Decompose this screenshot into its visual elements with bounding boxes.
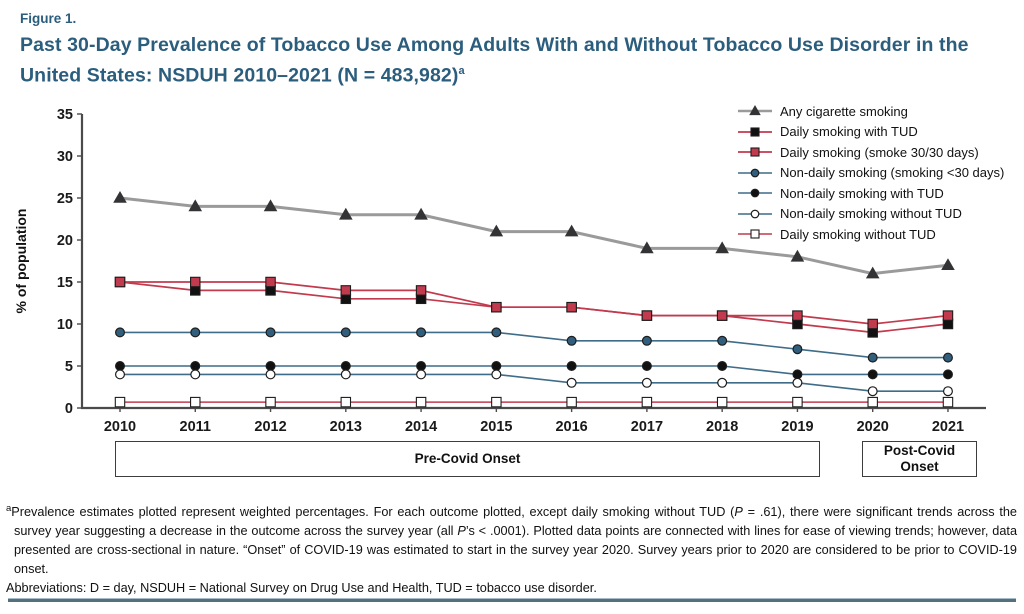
chart-legend: Any cigarette smoking Daily smoking with … xyxy=(737,101,1022,245)
abbreviations-line: Abbreviations: D = day, NSDUH = National… xyxy=(6,581,597,596)
figure-title: Past 30-Day Prevalence of Tobacco Use Am… xyxy=(20,33,1020,89)
legend-label: Non-daily smoking without TUD xyxy=(780,206,962,222)
x-tick-label: 2019 xyxy=(781,419,813,435)
legend-label: Daily smoking with TUD xyxy=(780,124,918,140)
legend-item: Non-daily smoking without TUD xyxy=(737,204,1022,225)
series-line-non-daily-smoking-with-tud xyxy=(120,365,948,376)
legend-item: Any cigarette smoking xyxy=(737,101,1022,122)
series-markers-daily-smoking-30-30 xyxy=(114,276,954,330)
x-tick-label: 2015 xyxy=(480,419,512,435)
footnote-paragraph: aPrevalence estimates plotted represent … xyxy=(6,499,1017,579)
x-tick-label: 2017 xyxy=(631,419,663,435)
legend-label: Daily smoking (smoke 30/30 days) xyxy=(780,144,979,160)
pre-covid-onset-box: Pre-Covid Onset xyxy=(115,441,820,477)
x-tick-label: 2013 xyxy=(330,419,362,435)
legend-item: Non-daily smoking with TUD xyxy=(737,183,1022,204)
footnote-marker: a xyxy=(6,503,12,514)
legend-label: Daily smoking without TUD xyxy=(780,226,936,242)
circle-marker-icon xyxy=(738,209,772,219)
legend-item: Non-daily smoking (smoking <30 days) xyxy=(737,163,1022,184)
y-tick-label: 15 xyxy=(57,275,73,291)
pre-covid-onset-label: Pre-Covid Onset xyxy=(414,451,521,466)
legend-label: Any cigarette smoking xyxy=(780,103,908,119)
series-markers-non-daily-smoking-lt30 xyxy=(114,327,953,363)
prevalence-line-chart: 0 5 10 15 20 25 30 35 2010 2011 2012 2013 2014 2015 20… xyxy=(57,107,986,435)
chart-area: 0 5 10 15 20 25 30 35 2010 2011 2012 2013 2014 2015 20… xyxy=(0,100,1024,445)
series-line-non-daily-smoking-without-tud xyxy=(120,373,948,393)
footnotes: aPrevalence estimates plotted represent … xyxy=(6,499,1017,598)
y-tick-label: 10 xyxy=(57,317,73,333)
series-line-daily-smoking-30-30 xyxy=(120,281,949,325)
x-tick-label: 2021 xyxy=(932,419,964,435)
footnote-text: Prevalence estimates plotted represent w… xyxy=(11,505,1017,577)
circle-marker-icon xyxy=(738,168,772,178)
post-covid-onset-label: Post-Covid Onset xyxy=(883,443,956,474)
legend-item: Daily smoking with TUD xyxy=(737,122,1022,143)
x-tick-label: 2012 xyxy=(254,419,286,435)
square-marker-icon xyxy=(738,229,772,239)
y-tick-label: 20 xyxy=(57,233,73,249)
y-tick-label: 0 xyxy=(65,401,73,417)
circle-marker-icon xyxy=(738,188,772,198)
square-marker-icon xyxy=(738,147,772,157)
title-line-1: Past 30-Day Prevalence of Tobacco Use Am… xyxy=(20,34,969,56)
series-line-non-daily-smoking-lt30 xyxy=(120,331,948,359)
post-covid-onset-box: Post-Covid Onset xyxy=(862,441,977,477)
legend-item: Daily smoking without TUD xyxy=(737,224,1022,245)
x-tick-label: 2020 xyxy=(857,419,889,435)
legend-item: Daily smoking (smoke 30/30 days) xyxy=(737,142,1022,163)
series-markers-non-daily-smoking-with-tud xyxy=(114,361,953,380)
legend-label: Non-daily smoking with TUD xyxy=(780,185,944,201)
y-tick-label: 30 xyxy=(57,149,73,165)
x-tick-label: 2011 xyxy=(180,419,211,435)
series-line-any-cigarette-smoking xyxy=(119,196,949,276)
figure-label: Figure 1. xyxy=(20,11,77,26)
series-markers-non-daily-smoking-without-tud xyxy=(114,369,953,397)
title-footnote-marker: a xyxy=(458,64,465,77)
series-markers-daily-smoking-without-tud xyxy=(114,396,954,408)
series-markers-any-cigarette-smoking xyxy=(113,191,955,279)
axes: 0 5 10 15 20 25 30 35 2010 2011 2012 2013 2014 2015 20… xyxy=(57,107,986,435)
square-marker-icon xyxy=(738,127,772,137)
x-tick-label: 2014 xyxy=(405,419,437,435)
y-tick-label: 5 xyxy=(65,359,73,375)
bottom-divider xyxy=(8,598,1016,602)
y-axis-label: % of population xyxy=(13,208,29,314)
legend-label: Non-daily smoking (smoking <30 days) xyxy=(780,165,1005,181)
x-tick-label: 2010 xyxy=(104,419,136,435)
title-line-2: United States: NSDUH 2010–2021 (N = 483,… xyxy=(20,64,459,86)
x-tick-label: 2018 xyxy=(706,419,738,435)
y-tick-label: 25 xyxy=(57,191,73,207)
x-tick-label: 2016 xyxy=(555,419,587,435)
triangle-marker-icon xyxy=(738,105,772,116)
y-tick-label: 35 xyxy=(57,107,73,123)
